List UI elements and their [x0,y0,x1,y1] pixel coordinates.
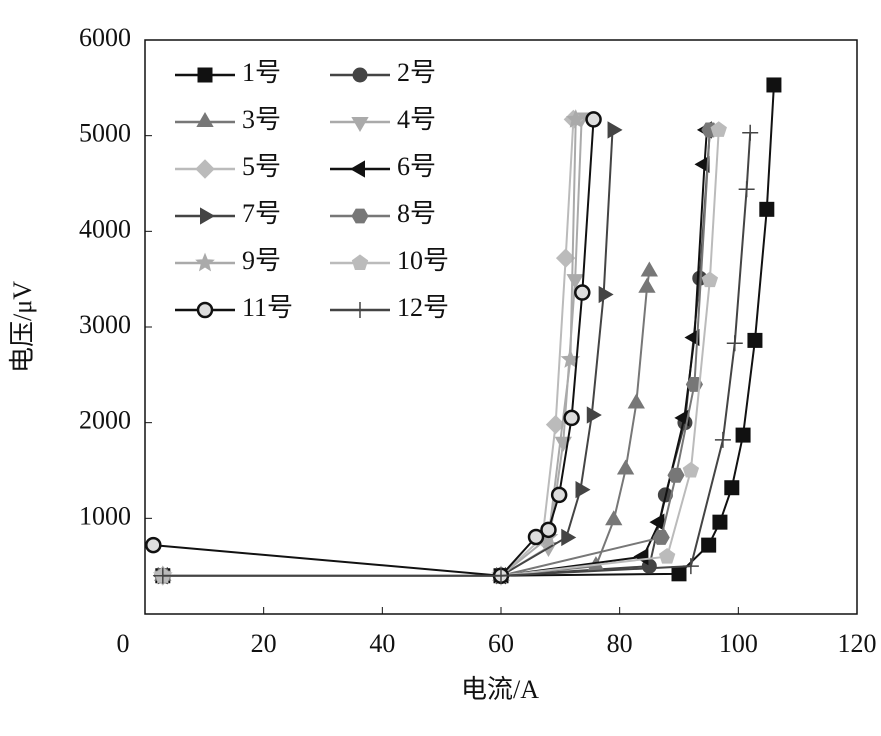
x-tick-label: 60 [488,629,514,658]
marker [555,248,576,268]
marker [658,547,676,564]
marker [759,201,775,217]
marker [652,530,670,545]
marker [352,302,368,318]
marker [726,335,743,352]
marker [605,510,623,526]
marker [701,271,719,288]
marker [671,566,687,582]
marker [585,111,602,128]
marker [195,252,215,272]
x-axis-label: 电流/A [461,675,539,704]
y-tick-label: 6000 [79,23,131,52]
marker [682,461,700,478]
series-line [162,84,775,577]
marker [607,121,623,139]
series-line [162,129,720,577]
marker [351,254,369,270]
legend-label: 8号 [397,199,436,228]
marker [195,159,215,179]
marker [574,284,591,301]
marker [565,109,586,128]
legend-label: 12号 [397,293,449,322]
series-line [162,117,583,577]
marker [674,409,690,427]
marker [351,117,369,133]
series-line [162,119,575,577]
marker [747,332,763,348]
y-tick-label: 1000 [79,501,131,530]
marker [200,207,215,225]
marker [616,459,635,475]
marker [561,528,577,547]
legend-label: 9号 [242,246,281,275]
marker [196,301,214,319]
marker [667,467,685,483]
marker [682,558,699,575]
marker [638,277,656,293]
marker [598,285,614,304]
marker [145,536,162,554]
marker [550,486,568,504]
y-tick-label: 4000 [79,214,131,243]
marker [724,480,740,496]
legend-label: 4号 [397,105,436,134]
marker [701,537,717,553]
x-tick-label: 20 [251,629,277,658]
legend-label: 2号 [397,58,436,87]
legend-label: 11号 [242,293,293,322]
x-tick-label: 100 [719,629,758,658]
marker [710,121,727,137]
marker [684,328,700,347]
x-tick-label: 120 [838,629,877,658]
marker [196,112,214,127]
legend-label: 3号 [242,105,281,134]
series-line [162,119,577,577]
series-line [162,129,711,577]
marker [738,181,755,198]
marker [712,514,728,530]
legend-label: 1号 [242,58,281,87]
marker [694,155,710,174]
marker [352,67,368,83]
y-tick-label: 3000 [79,310,131,339]
marker [575,480,591,499]
legend-label: 5号 [242,152,281,181]
marker [197,67,213,83]
x-tick-label: 0 [117,629,130,658]
marker [545,414,566,435]
marker [351,208,369,224]
x-tick-label: 80 [607,629,633,658]
x-tick-label: 40 [369,629,395,658]
series-line [162,129,708,577]
marker [563,409,580,427]
marker [714,431,731,448]
series-line [162,129,711,577]
marker [735,427,751,443]
legend-label: 6号 [397,152,436,181]
y-tick-label: 5000 [79,119,131,148]
marker [627,393,645,409]
marker [154,567,171,584]
marker [540,521,557,539]
y-axis-label: 电压/μV [8,281,37,373]
marker [350,160,365,178]
marker [527,528,545,546]
marker [766,77,782,93]
legend-label: 7号 [242,199,281,228]
marker [633,547,649,566]
series-line [153,119,595,577]
marker [640,261,658,277]
marker [586,406,602,424]
marker [493,567,509,584]
legend-label: 10号 [397,246,449,275]
y-tick-label: 2000 [79,406,131,435]
marker [742,124,759,141]
